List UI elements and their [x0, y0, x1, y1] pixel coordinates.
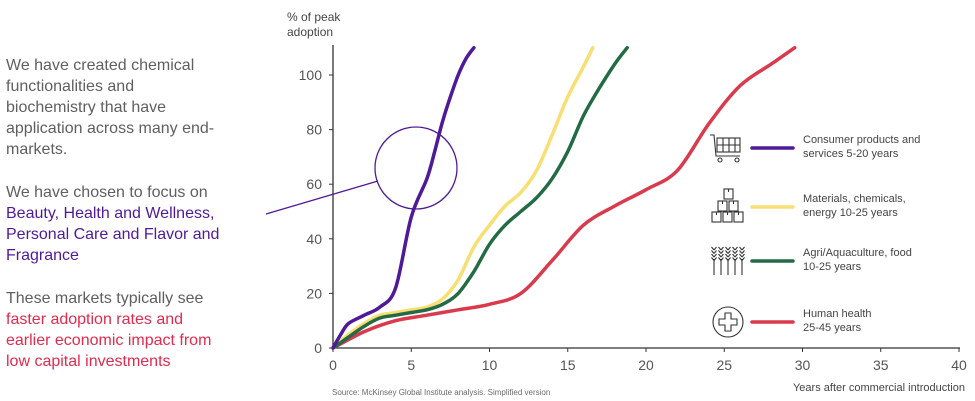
- x-axis-label: Years after commercial introduction: [793, 382, 965, 394]
- legend-label: Human health 25-45 years: [803, 308, 872, 334]
- y-axis-label: % of peak adoption: [287, 10, 341, 39]
- wheat-grain: [732, 250, 738, 254]
- focus-lead: We have chosen to focus on: [6, 184, 208, 201]
- callout-connector: [265, 180, 379, 215]
- wheat-grain: [711, 250, 717, 254]
- x-tick-label: 30: [795, 357, 811, 373]
- wheat-grain: [732, 257, 738, 261]
- y-tick-label: 20: [306, 285, 322, 301]
- chart-axes: 0 5 10 15 20 25 30 35 40 0 20 40 60 80 100 % of peak ado…: [287, 10, 967, 394]
- focus-paragraph: We have chosen to focus on Beauty, Healt…: [6, 182, 276, 266]
- consumer-products-line: [331, 45, 476, 350]
- x-tick-label: 40: [951, 357, 967, 373]
- wheat-grain: [732, 246, 738, 251]
- legend-agri: Agri/Aquaculture, food 10-25 years: [711, 246, 912, 275]
- x-tick-label: 5: [407, 357, 415, 373]
- legend-human-health: Human health 25-45 years: [712, 306, 872, 338]
- y-tick-label: 60: [306, 176, 322, 192]
- x-tick-label: 10: [482, 357, 498, 373]
- chart-legend: Consumer products and services 5-20 years…: [710, 134, 920, 338]
- legend-label: Consumer products and services 5-20 years: [803, 134, 920, 160]
- wheat-grain: [711, 257, 717, 261]
- legend-label: Agri/Aquaculture, food 10-25 years: [803, 247, 912, 273]
- human-health-line: [331, 45, 797, 350]
- wheat-grain: [718, 246, 724, 251]
- medical-cross-icon: [712, 306, 744, 338]
- y-tick-label: 100: [299, 67, 323, 83]
- y-tick-label: 40: [306, 231, 322, 247]
- wheat-icon: [711, 246, 745, 275]
- y-tick-label: 0: [314, 340, 322, 356]
- wheat-grain: [725, 250, 731, 254]
- x-tick-label: 20: [638, 357, 654, 373]
- legend-label: Materials, chemicals, energy 10-25 years: [803, 193, 906, 219]
- wheat-grain: [725, 253, 731, 258]
- focus-callout: [265, 126, 458, 215]
- legend-consumer-products: Consumer products and services 5-20 years: [710, 134, 920, 163]
- legend-materials: Materials, chemicals, energy 10-25 years: [711, 188, 906, 223]
- adoption-highlight: faster adoption rates and earlier econom…: [6, 311, 212, 370]
- wheat-grain: [739, 257, 745, 261]
- adoption-lead: These markets typically see: [6, 290, 204, 307]
- wheat-grain: [718, 250, 724, 254]
- adoption-paragraph: These markets typically see faster adopt…: [6, 288, 281, 372]
- cross-shape: [718, 312, 738, 332]
- source-note: Source: McKinsey Global Institute analys…: [332, 388, 551, 397]
- agri-line: [331, 45, 629, 350]
- cart-handle: [710, 134, 740, 157]
- cart-wheel: [717, 157, 723, 163]
- wheat-grain: [725, 257, 731, 261]
- wheat-grain: [739, 253, 745, 258]
- materials-line: [331, 45, 595, 350]
- wheat-grain: [739, 246, 745, 251]
- wheat-grain: [718, 257, 724, 261]
- cross-circle: [712, 306, 744, 338]
- x-tick-label: 35: [873, 357, 889, 373]
- focus-markets: Beauty, Health and Wellness, Personal Ca…: [6, 205, 220, 264]
- y-tick-label: 80: [306, 122, 322, 138]
- wheat-grain: [711, 246, 717, 251]
- x-tick-label: 25: [716, 357, 732, 373]
- wheat-grain: [732, 253, 738, 258]
- x-tick-label: 15: [560, 357, 576, 373]
- highlight-circle: [374, 126, 458, 210]
- cart-wheel: [734, 157, 740, 163]
- intro-paragraph: We have created chemical functionalities…: [6, 57, 215, 158]
- shopping-cart-icon: [710, 134, 741, 163]
- stacked-boxes-icon: [711, 188, 744, 223]
- wheat-grain: [739, 250, 745, 254]
- wheat-grain: [711, 253, 717, 258]
- x-tick-label: 0: [329, 357, 337, 373]
- chart-series-lines: [331, 45, 797, 350]
- wheat-grain: [718, 253, 724, 258]
- wheat-grain: [725, 246, 731, 251]
